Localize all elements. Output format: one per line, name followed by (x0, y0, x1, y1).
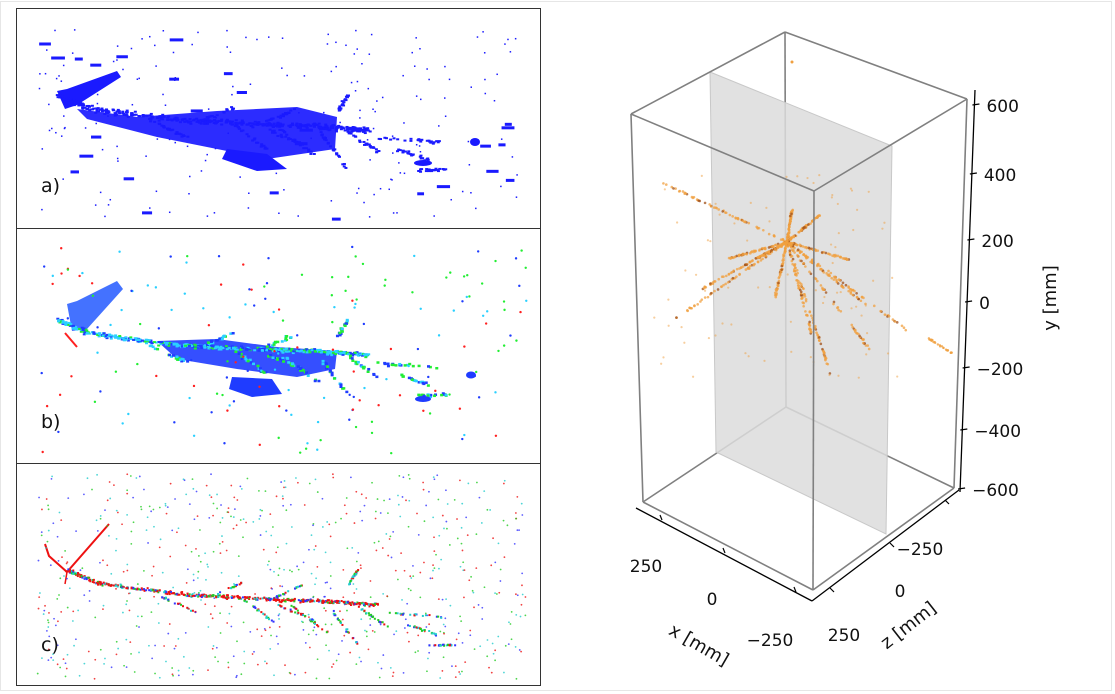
y-axis: 600 400 200 0 −200 −400 −600 y [mm] (958, 89, 1061, 501)
panel-a-scatter (38, 29, 518, 221)
z-axis-label: z [mm] (877, 598, 941, 654)
panel-b: b) (16, 228, 541, 464)
y-tick-label: −200 (977, 360, 1024, 380)
panel-b-scatter (40, 245, 528, 455)
panel-c: c) (16, 463, 541, 686)
y-tick-label: 200 (981, 232, 1013, 252)
x-tick-label: 0 (707, 590, 718, 610)
x-tick-label: −250 (747, 631, 794, 651)
x-tick-label: 250 (630, 557, 662, 577)
y-tick-label: 400 (984, 166, 1016, 186)
y-tick-label: 0 (979, 294, 990, 314)
panel-c-label: c) (41, 634, 59, 656)
x-axis-label: x [mm] (665, 620, 732, 671)
y-tick-label: −600 (972, 481, 1019, 501)
z-tick-label: −250 (897, 540, 944, 560)
y-tick-label: 600 (986, 97, 1018, 117)
panel-a-label: a) (41, 175, 61, 197)
plot-3d: 600 400 200 0 −200 −400 −600 y [mm] 250 0 −250 x… (630, 31, 1061, 671)
y-tick-label: −400 (974, 422, 1021, 442)
gray-plane (709, 71, 893, 535)
panel-c-scatter (36, 473, 527, 680)
panel-a: a) (16, 8, 541, 229)
x-axis: 250 0 −250 x [mm] (630, 507, 813, 671)
z-tick-label: 0 (895, 582, 906, 602)
y-axis-label: y [mm] (1040, 265, 1061, 331)
box-front-edges (630, 31, 968, 591)
z-tick-label: 250 (828, 626, 860, 646)
panel-b-label: b) (41, 411, 61, 433)
